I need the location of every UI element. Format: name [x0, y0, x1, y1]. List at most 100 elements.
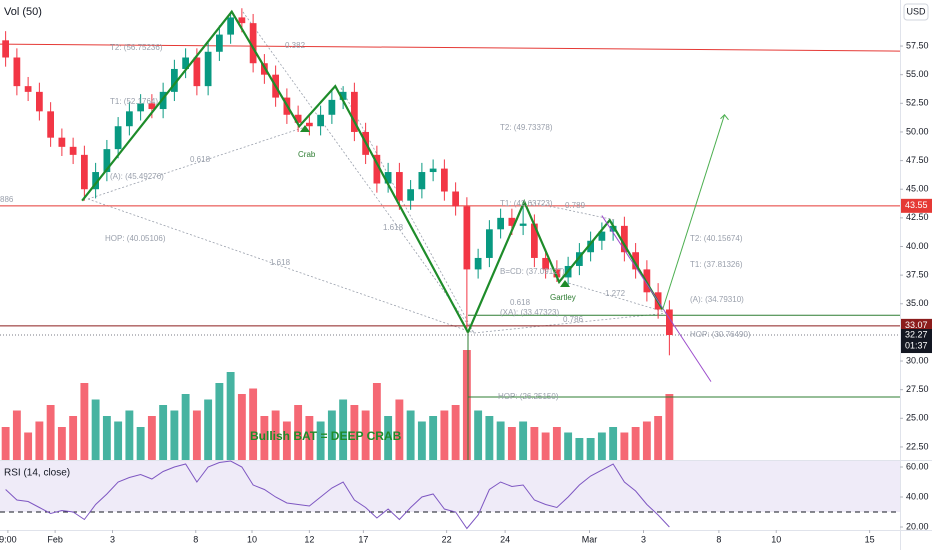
candle-body [497, 217, 504, 230]
candle-body [36, 91, 43, 112]
volume-bar [294, 405, 303, 460]
annotation: Crab [298, 150, 316, 159]
candle-body [542, 257, 549, 270]
annotation: 0.786 [563, 315, 584, 324]
y-tick-label: 45.00 [906, 184, 929, 194]
arrow-head [720, 114, 729, 121]
volume-bar [12, 410, 21, 460]
volume-bar [316, 421, 325, 460]
x-tick-label: 10 [247, 534, 257, 544]
candle-body [227, 17, 234, 35]
candle-body [429, 168, 437, 173]
annotations: T2: (56.75236) T1: (52.1764) (A): (45.49… [0, 41, 751, 443]
annotation: T1: (42.63723) [500, 199, 553, 208]
guide [242, 11, 475, 334]
volume-bar [249, 388, 258, 460]
candle-body [81, 154, 88, 190]
marks: 57.50 55.00 52.50 50.00 47.50 45.00 42.50 40.00… [0, 8, 932, 544]
currency: USD [906, 6, 926, 16]
volume-bar [80, 383, 89, 460]
candle-body [47, 111, 54, 138]
candle-body [58, 137, 66, 147]
rsi-tick-label: 60.00 [906, 461, 929, 471]
candle-body [396, 172, 403, 201]
candle-body [137, 103, 144, 112]
x-tick-label: 8 [193, 534, 198, 544]
candle-body [452, 191, 459, 207]
y-tick-label: 37.50 [906, 270, 929, 280]
last-price-label: 32.27 [905, 329, 928, 339]
volume-bar [361, 410, 370, 460]
volume-bar [35, 421, 44, 460]
candle-body [69, 146, 77, 155]
annotation: 886 [0, 195, 14, 204]
volume-bar [496, 421, 505, 460]
candle-body [553, 269, 561, 278]
candle-body [92, 172, 99, 190]
volume-bar [192, 410, 201, 460]
rsi-band [0, 460, 900, 513]
annotation: 1.618 [270, 258, 291, 267]
candle-body [576, 252, 583, 266]
volume-bar [395, 399, 404, 460]
volume-bar [665, 394, 674, 460]
volume-bar [237, 394, 246, 460]
y-tick-label: 25.00 [906, 413, 929, 423]
candle-body [182, 57, 189, 69]
guide [340, 87, 475, 334]
candle-body [508, 217, 516, 226]
candle-body [621, 225, 628, 253]
currency-box [903, 3, 929, 21]
volume-bar [226, 372, 235, 460]
volume-bar [125, 410, 134, 460]
candle-body [114, 126, 122, 150]
candle-body [238, 17, 246, 24]
volume-bar [57, 427, 66, 460]
volume-bar [271, 410, 280, 460]
volume-bar [181, 394, 190, 460]
rsi-pane [0, 460, 900, 513]
volume-bar [417, 421, 426, 460]
candle-body [328, 99, 336, 115]
volume-bar [519, 421, 528, 460]
y-tick-label: 40.00 [906, 241, 929, 251]
volume-bar [462, 350, 471, 460]
candle-body [598, 231, 606, 241]
volume-bar [541, 432, 550, 460]
annotation: (A): (34.79310) [690, 295, 744, 304]
x-tick-label: 22 [442, 534, 452, 544]
rsi-tick-label: 40.00 [906, 491, 929, 501]
annotation: T1: (37.81326) [690, 260, 743, 269]
y-tick-label: 42.50 [906, 212, 929, 222]
x-tick-label: 8 [716, 534, 721, 544]
x-tick-label: 15 [865, 534, 875, 544]
x-tick-label: Feb [47, 534, 63, 544]
candle-body [103, 149, 111, 173]
annotation: T2: (40.15674) [690, 234, 743, 243]
volume-bar [327, 410, 336, 460]
candle-body [373, 154, 381, 184]
y-tick-label: 52.50 [906, 98, 929, 108]
y-tick-label: 55.00 [906, 69, 929, 79]
level-label-box [901, 198, 932, 213]
rsi-tick-label: 20.00 [906, 521, 929, 531]
candle-body [407, 189, 414, 201]
volume-bar [69, 416, 78, 460]
volume-bar [282, 421, 291, 460]
candle-body [587, 240, 594, 253]
x-tick-label: 12 [304, 534, 314, 544]
candle-body [441, 168, 448, 192]
fib-guides [87, 11, 669, 334]
x-tick-label: 3 [641, 534, 646, 544]
volume-bar [136, 427, 145, 460]
candle-body [306, 122, 313, 127]
volume-bar [159, 405, 168, 460]
x-tick-label: 24 [500, 534, 510, 544]
annotation: (XA): (33.47323) [500, 308, 559, 317]
candle-body [666, 309, 673, 336]
trend-line [601, 215, 712, 382]
y-tick-label: 22.50 [906, 441, 929, 451]
volume-bar [552, 427, 561, 460]
level-label: 33.07 [905, 320, 928, 330]
